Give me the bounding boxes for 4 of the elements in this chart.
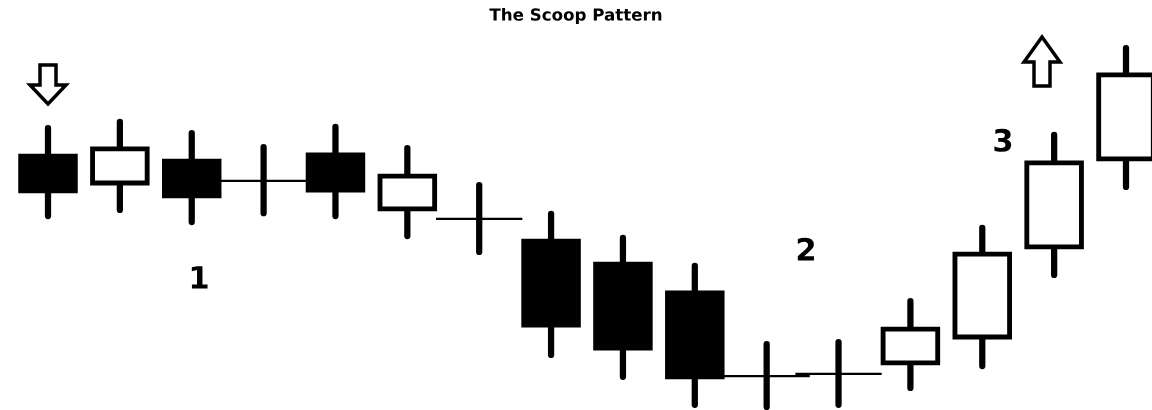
annotation: 3 xyxy=(994,128,1012,152)
annotation: 1 xyxy=(191,266,208,289)
annotation: 2 xyxy=(797,237,814,261)
chart-title: The Scoop Pattern xyxy=(489,7,662,25)
